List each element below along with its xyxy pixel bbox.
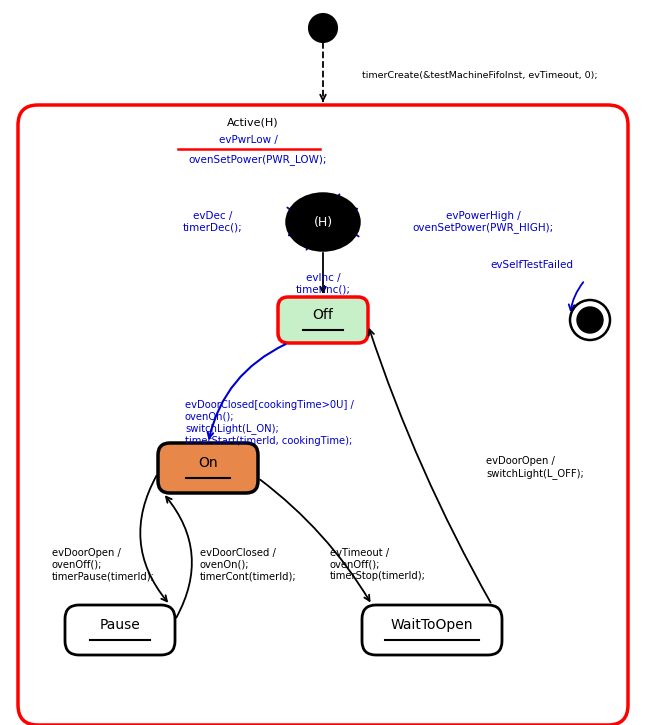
Circle shape (577, 307, 603, 333)
Circle shape (309, 14, 337, 42)
Text: evSelfTestFailed: evSelfTestFailed (490, 260, 573, 270)
FancyBboxPatch shape (18, 105, 628, 725)
Text: ovenSetPower(PWR_LOW);: ovenSetPower(PWR_LOW); (189, 154, 327, 165)
Ellipse shape (287, 194, 359, 250)
FancyBboxPatch shape (158, 443, 258, 493)
Circle shape (570, 300, 610, 340)
Text: (H): (H) (313, 215, 333, 228)
Text: evDoorOpen /
switchLight(L_OFF);: evDoorOpen / switchLight(L_OFF); (486, 456, 584, 478)
Text: evTimeout /
ovenOff();
timerStop(timerId);: evTimeout / ovenOff(); timerStop(timerId… (330, 548, 426, 581)
Text: timerCreate(&testMachineFifoInst, evTimeout, 0);: timerCreate(&testMachineFifoInst, evTime… (362, 70, 598, 80)
Text: WaitToOpen: WaitToOpen (391, 618, 473, 632)
Text: evDec /
timerDec();: evDec / timerDec(); (183, 211, 243, 233)
Text: Off: Off (313, 308, 333, 322)
Text: Active(H): Active(H) (227, 117, 279, 127)
Text: evDoorClosed /
ovenOn();
timerCont(timerId);: evDoorClosed / ovenOn(); timerCont(timer… (200, 548, 296, 581)
Text: evPwrLow /: evPwrLow / (219, 135, 278, 145)
Text: Pause: Pause (100, 618, 140, 632)
FancyBboxPatch shape (65, 605, 175, 655)
FancyBboxPatch shape (362, 605, 502, 655)
FancyBboxPatch shape (278, 297, 368, 343)
Text: evDoorClosed[cookingTime>0U] /
ovenOn();
switchLight(L_ON);
timerStart(timerId, : evDoorClosed[cookingTime>0U] / ovenOn();… (185, 400, 354, 446)
Text: evPowerHigh /
ovenSetPower(PWR_HIGH);: evPowerHigh / ovenSetPower(PWR_HIGH); (412, 211, 554, 233)
Text: evDoorOpen /
ovenOff();
timerPause(timerId);: evDoorOpen / ovenOff(); timerPause(timer… (52, 548, 155, 581)
Text: evInc /
timerInc();: evInc / timerInc(); (296, 273, 351, 295)
Text: On: On (198, 456, 218, 470)
